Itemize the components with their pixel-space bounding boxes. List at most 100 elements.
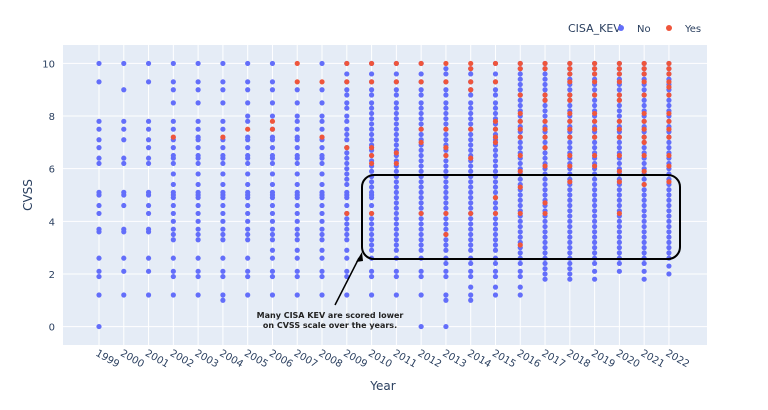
point-yes[interactable] — [468, 66, 474, 72]
point-no[interactable] — [418, 237, 424, 243]
point-no[interactable] — [641, 218, 647, 224]
point-yes[interactable] — [641, 134, 647, 140]
point-no[interactable] — [393, 231, 399, 238]
point-yes[interactable] — [418, 126, 424, 132]
point-no[interactable] — [170, 152, 176, 159]
point-no[interactable] — [468, 116, 474, 122]
point-no[interactable] — [368, 226, 375, 232]
point-no[interactable] — [492, 247, 499, 253]
point-yes[interactable] — [616, 152, 622, 159]
point-yes[interactable] — [542, 97, 548, 103]
point-yes[interactable] — [542, 210, 548, 217]
point-yes[interactable] — [616, 168, 622, 174]
point-no[interactable] — [468, 105, 474, 111]
point-no[interactable] — [468, 260, 474, 267]
point-no[interactable] — [592, 145, 598, 151]
point-yes[interactable] — [592, 126, 598, 132]
point-yes[interactable] — [245, 126, 251, 132]
point-no[interactable] — [393, 268, 399, 274]
point-no[interactable] — [418, 71, 424, 77]
point-no[interactable] — [616, 218, 622, 224]
point-no[interactable] — [368, 179, 375, 185]
point-no[interactable] — [468, 205, 474, 211]
point-no[interactable] — [269, 171, 276, 177]
point-yes[interactable] — [616, 97, 622, 103]
point-no[interactable] — [517, 273, 523, 280]
point-no[interactable] — [542, 108, 548, 114]
point-no[interactable] — [592, 97, 598, 103]
point-no[interactable] — [443, 292, 449, 298]
point-no[interactable] — [468, 163, 474, 169]
point-no[interactable] — [393, 226, 399, 232]
point-no[interactable] — [220, 126, 226, 132]
point-yes[interactable] — [443, 126, 449, 132]
point-no[interactable] — [641, 87, 647, 93]
point-yes[interactable] — [567, 79, 573, 85]
point-no[interactable] — [418, 221, 424, 227]
point-no[interactable] — [96, 60, 102, 67]
point-no[interactable] — [170, 100, 176, 106]
point-no[interactable] — [641, 213, 647, 219]
point-no[interactable] — [468, 189, 474, 195]
point-no[interactable] — [616, 102, 622, 109]
point-yes[interactable] — [666, 66, 672, 72]
point-no[interactable] — [592, 250, 598, 256]
point-no[interactable] — [418, 121, 424, 127]
point-no[interactable] — [542, 139, 548, 145]
point-no[interactable] — [195, 134, 201, 140]
point-yes[interactable] — [443, 152, 449, 159]
point-no[interactable] — [567, 260, 573, 267]
point-no[interactable] — [666, 229, 672, 235]
point-no[interactable] — [492, 87, 499, 93]
point-no[interactable] — [468, 147, 474, 153]
point-no[interactable] — [616, 202, 622, 209]
point-no[interactable] — [319, 160, 325, 167]
point-no[interactable] — [567, 266, 573, 272]
point-no[interactable] — [517, 292, 523, 298]
point-no[interactable] — [195, 202, 201, 209]
point-no[interactable] — [319, 255, 325, 261]
point-no[interactable] — [220, 231, 226, 238]
point-yes[interactable] — [344, 79, 350, 85]
point-no[interactable] — [468, 100, 474, 106]
point-no[interactable] — [170, 218, 176, 224]
point-no[interactable] — [393, 221, 399, 227]
point-no[interactable] — [368, 168, 375, 174]
point-no[interactable] — [468, 297, 474, 303]
point-no[interactable] — [269, 181, 276, 188]
point-no[interactable] — [666, 145, 672, 151]
point-no[interactable] — [96, 145, 102, 151]
point-yes[interactable] — [567, 152, 573, 159]
point-no[interactable] — [592, 213, 598, 219]
point-no[interactable] — [96, 155, 102, 161]
point-no[interactable] — [269, 79, 276, 85]
point-no[interactable] — [294, 145, 300, 151]
point-no[interactable] — [368, 126, 375, 132]
point-no[interactable] — [344, 71, 350, 77]
point-no[interactable] — [616, 250, 622, 256]
point-yes[interactable] — [368, 160, 375, 167]
point-no[interactable] — [269, 210, 276, 217]
point-no[interactable] — [393, 247, 399, 253]
point-yes[interactable] — [468, 60, 474, 67]
point-no[interactable] — [344, 221, 350, 227]
point-no[interactable] — [170, 231, 176, 238]
point-yes[interactable] — [641, 168, 647, 174]
point-yes[interactable] — [641, 92, 647, 98]
point-no[interactable] — [567, 229, 573, 235]
point-yes[interactable] — [616, 79, 622, 85]
point-no[interactable] — [641, 276, 647, 282]
point-no[interactable] — [393, 131, 399, 138]
point-yes[interactable] — [468, 210, 474, 217]
point-no[interactable] — [492, 205, 499, 211]
point-no[interactable] — [344, 181, 350, 188]
point-no[interactable] — [418, 247, 424, 253]
point-yes[interactable] — [319, 134, 325, 140]
point-no[interactable] — [443, 242, 449, 248]
point-yes[interactable] — [220, 134, 226, 140]
point-yes[interactable] — [517, 126, 523, 132]
point-no[interactable] — [592, 245, 598, 251]
point-no[interactable] — [294, 181, 300, 188]
point-no[interactable] — [393, 179, 399, 185]
point-no[interactable] — [443, 189, 449, 195]
